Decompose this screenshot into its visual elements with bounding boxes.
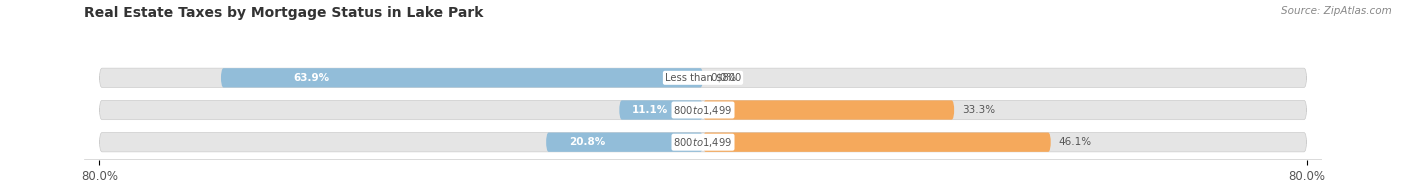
Text: Source: ZipAtlas.com: Source: ZipAtlas.com — [1281, 6, 1392, 16]
Text: 11.1%: 11.1% — [631, 105, 668, 115]
Text: Real Estate Taxes by Mortgage Status in Lake Park: Real Estate Taxes by Mortgage Status in … — [84, 6, 484, 20]
FancyBboxPatch shape — [100, 100, 1306, 120]
Text: 63.9%: 63.9% — [294, 73, 329, 83]
Text: 46.1%: 46.1% — [1059, 137, 1091, 147]
FancyBboxPatch shape — [546, 133, 703, 152]
Text: Less than $800: Less than $800 — [665, 73, 741, 83]
FancyBboxPatch shape — [221, 68, 703, 88]
Text: 0.0%: 0.0% — [710, 73, 737, 83]
FancyBboxPatch shape — [703, 133, 1050, 152]
FancyBboxPatch shape — [100, 68, 1306, 88]
Text: 20.8%: 20.8% — [569, 137, 606, 147]
Text: 33.3%: 33.3% — [962, 105, 995, 115]
Text: $800 to $1,499: $800 to $1,499 — [673, 136, 733, 149]
FancyBboxPatch shape — [703, 100, 955, 120]
FancyBboxPatch shape — [100, 133, 1306, 152]
FancyBboxPatch shape — [619, 100, 703, 120]
Text: $800 to $1,499: $800 to $1,499 — [673, 104, 733, 116]
